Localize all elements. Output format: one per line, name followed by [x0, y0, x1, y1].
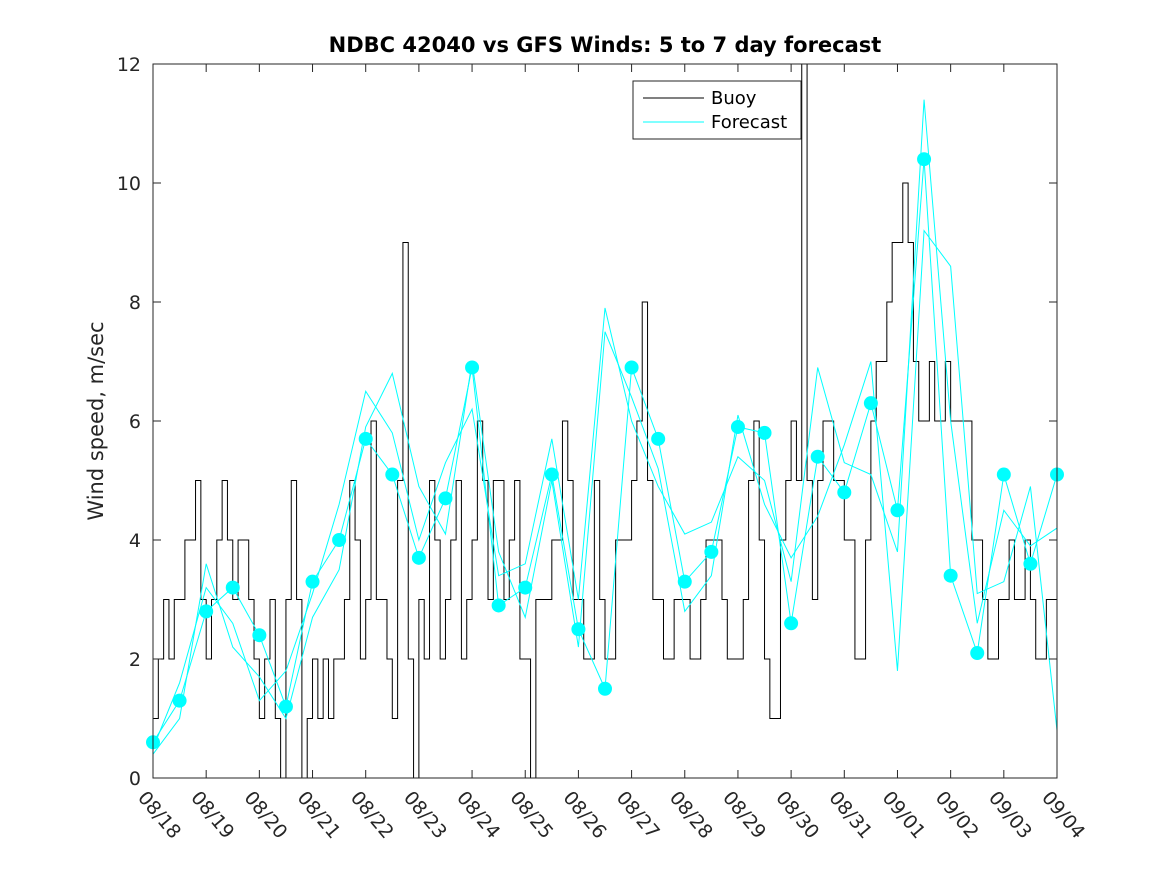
forecast-point	[784, 616, 799, 631]
forecast-point	[863, 396, 878, 411]
chart-title: NDBC 42040 vs GFS Winds: 5 to 7 day fore…	[329, 33, 882, 57]
forecast-point	[199, 604, 214, 619]
forecast-point	[704, 544, 719, 559]
forecast-point	[837, 485, 852, 500]
forecast-point	[332, 533, 347, 547]
forecast-point	[1023, 556, 1038, 571]
forecast-point	[996, 467, 1011, 482]
forecast-point	[943, 568, 958, 583]
forecast-point	[358, 431, 373, 446]
series-layer	[152, 63, 1058, 779]
forecast-point	[598, 681, 612, 696]
forecast-point	[438, 491, 453, 506]
forecast-point	[518, 580, 533, 595]
y-tick-label: 0	[129, 768, 141, 790]
forecast-point	[385, 467, 400, 482]
forecast-point	[624, 360, 639, 375]
forecast-point	[571, 622, 586, 637]
forecast-point	[225, 580, 240, 595]
forecast-point	[252, 628, 267, 643]
series-line-forecast-2	[152, 99, 1058, 749]
forecast-point	[757, 425, 772, 440]
forecast-point	[465, 360, 480, 375]
forecast-point	[491, 598, 506, 613]
y-tick-label: 6	[129, 411, 141, 433]
forecast-point	[411, 550, 426, 565]
forecast-point	[677, 574, 692, 589]
y-axis-label: Wind speed, m/sec	[84, 321, 108, 520]
marker-layer	[146, 152, 1064, 750]
y-tick-label: 8	[129, 292, 141, 314]
forecast-point	[544, 467, 559, 482]
y-tick-label: 12	[117, 54, 141, 76]
y-tick-label: 10	[117, 173, 141, 195]
forecast-point	[970, 646, 985, 661]
y-tick-label: 2	[129, 649, 141, 671]
legend: Buoy Forecast	[632, 80, 802, 140]
legend-box	[632, 80, 802, 140]
legend-buoy-label: Buoy	[711, 88, 757, 109]
forecast-point	[278, 699, 293, 714]
forecast-point	[651, 431, 666, 446]
forecast-point	[172, 693, 187, 708]
series-line-forecast-3	[152, 229, 1058, 755]
forecast-point	[730, 419, 745, 434]
series-line-buoy	[153, 63, 1057, 779]
forecast-point	[305, 574, 320, 589]
forecast-point	[917, 152, 932, 167]
legend-forecast-label: Forecast	[711, 112, 787, 133]
forecast-point	[890, 503, 905, 518]
plot-frame	[152, 63, 1058, 779]
y-tick-label: 4	[129, 530, 141, 552]
forecast-point	[810, 449, 825, 464]
